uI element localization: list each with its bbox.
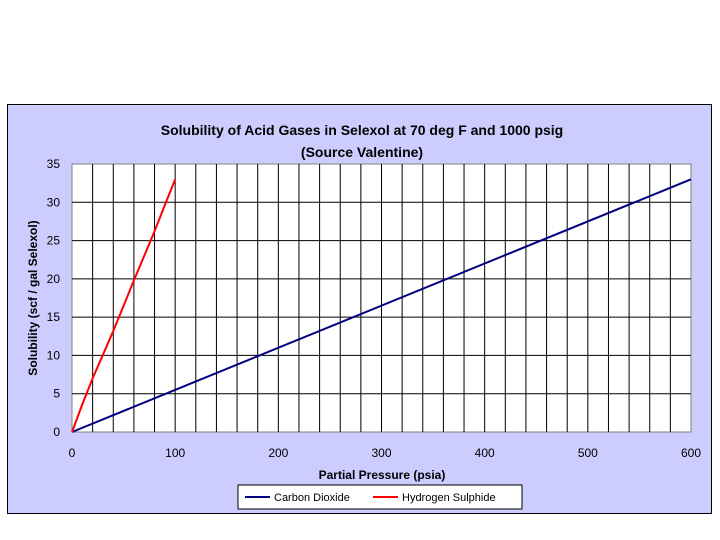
- x-tick-label: 100: [165, 446, 185, 460]
- x-tick-label: 500: [578, 446, 598, 460]
- x-tick-label: 200: [268, 446, 288, 460]
- y-tick-label: 15: [47, 310, 61, 324]
- x-tick-label: 400: [475, 446, 495, 460]
- x-tick-label: 0: [69, 446, 76, 460]
- legend: Carbon Dioxide Hydrogen Sulphide: [237, 484, 523, 510]
- x-tick-label: 600: [681, 446, 701, 460]
- x-axis-label: Partial Pressure (psia): [319, 468, 446, 482]
- series-line-carbon-dioxide: [71, 178, 692, 433]
- series-lines: [71, 178, 692, 433]
- chart-title: Solubility of Acid Gases in Selexol at 7…: [161, 122, 564, 138]
- y-axis-label: Solubility (scf / gal Selexol): [26, 220, 40, 375]
- y-tick-label: 20: [47, 272, 61, 286]
- legend-label-carbon-dioxide: Carbon Dioxide: [274, 492, 350, 504]
- y-tick-labels: 0 5 10 15 20 25 30 35: [47, 157, 61, 439]
- y-tick-label: 35: [47, 157, 61, 171]
- y-tick-label: 30: [47, 195, 61, 209]
- legend-label-hydrogen-sulphide: Hydrogen Sulphide: [402, 492, 496, 504]
- chart-subtitle: (Source Valentine): [301, 144, 423, 160]
- grid: [72, 164, 691, 432]
- y-tick-label: 10: [47, 348, 61, 362]
- series-line-hydrogen-sulphide: [71, 178, 177, 433]
- y-tick-label: 5: [53, 387, 60, 401]
- x-tick-label: 300: [371, 446, 391, 460]
- x-tick-labels: 0 100 200 300 400 500 600: [69, 446, 702, 460]
- y-tick-label: 25: [47, 234, 61, 248]
- y-tick-label: 0: [53, 425, 60, 439]
